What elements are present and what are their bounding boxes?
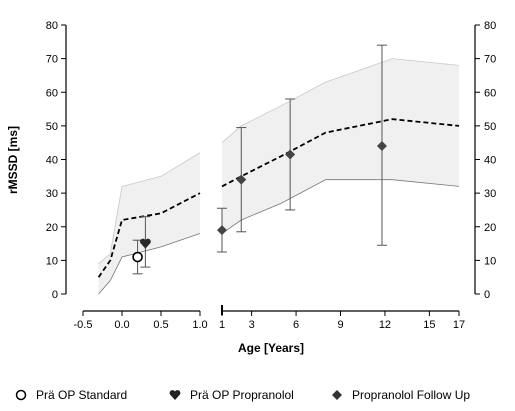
y-tick-label: 70 (484, 54, 496, 66)
reference-band-lower (98, 233, 201, 295)
y-tick-label: 50 (46, 121, 58, 133)
open-circle-icon (14, 388, 28, 402)
legend-label: Prä OP Propranolol (190, 388, 294, 402)
y-tick-label: 40 (46, 155, 58, 167)
y-tick-label: 30 (484, 188, 496, 200)
y-tick-label: 0 (484, 289, 490, 301)
legend-item-standard: Prä OP Standard (14, 388, 127, 402)
y-tick-label: 40 (484, 155, 496, 167)
x-tick-label: 12 (379, 319, 391, 331)
x-tick-label: 1.0 (192, 319, 207, 331)
y-tick-label: 80 (484, 20, 496, 32)
x-tick-label: 3 (249, 319, 255, 331)
data-point-diamond (236, 174, 247, 185)
legend-item-follow-up: Propranolol Follow Up (330, 388, 470, 402)
legend-item-propranolol: Prä OP Propranolol (168, 388, 294, 402)
y-tick-label: 10 (484, 255, 496, 267)
heart-icon (168, 388, 182, 402)
y-tick-label: 20 (484, 222, 496, 234)
y-tick-label: 10 (46, 255, 58, 267)
reference-mean-line (97, 192, 201, 278)
data-point-heart (139, 238, 151, 249)
x-tick-label: 0.5 (153, 319, 168, 331)
x-tick-label: 6 (293, 319, 299, 331)
x-tick-label: 1 (219, 319, 225, 331)
reference-band-upper (98, 152, 201, 265)
x-tick-label: 15 (423, 319, 435, 331)
y-tick-label: 70 (46, 54, 58, 66)
data-point-diamond (217, 225, 227, 236)
legend: Prä OP Standard Prä OP Propranolol Propr… (0, 388, 515, 408)
reference-band (222, 58, 459, 234)
x-tick-label: 17 (453, 319, 465, 331)
legend-label: Propranolol Follow Up (352, 388, 471, 402)
y-tick-label: 0 (52, 289, 58, 301)
data-point-circle (132, 251, 143, 263)
y-axis-title: rMSSD [ms] (6, 126, 20, 194)
y-tick-label: 20 (46, 222, 58, 234)
x-tick-label: 0.0 (114, 319, 129, 331)
y-tick-label: 80 (46, 20, 58, 32)
y-tick-label: 50 (484, 121, 496, 133)
data-points (132, 44, 387, 275)
y-tick-label: 30 (46, 188, 58, 200)
data-point-diamond (285, 149, 296, 160)
diamond-icon (330, 388, 344, 402)
reference-band (98, 152, 200, 294)
x-tick-label: -0.5 (74, 319, 93, 331)
axes: 0 10 20 30 40 50 60 70 80 0 10 20 30 40 50 60 70 80 -0.5 0.… (46, 20, 497, 331)
y-tick-label: 60 (484, 87, 496, 99)
data-point-diamond (376, 141, 387, 152)
y-tick-label: 60 (46, 87, 58, 99)
x-tick-label: 9 (337, 319, 343, 331)
reference-band-upper (221, 58, 460, 143)
x-axis-title: Age [Years] (238, 341, 304, 355)
reference-band-lower (221, 179, 460, 234)
reference-bands (98, 58, 460, 295)
legend-label: Prä OP Standard (36, 388, 128, 402)
